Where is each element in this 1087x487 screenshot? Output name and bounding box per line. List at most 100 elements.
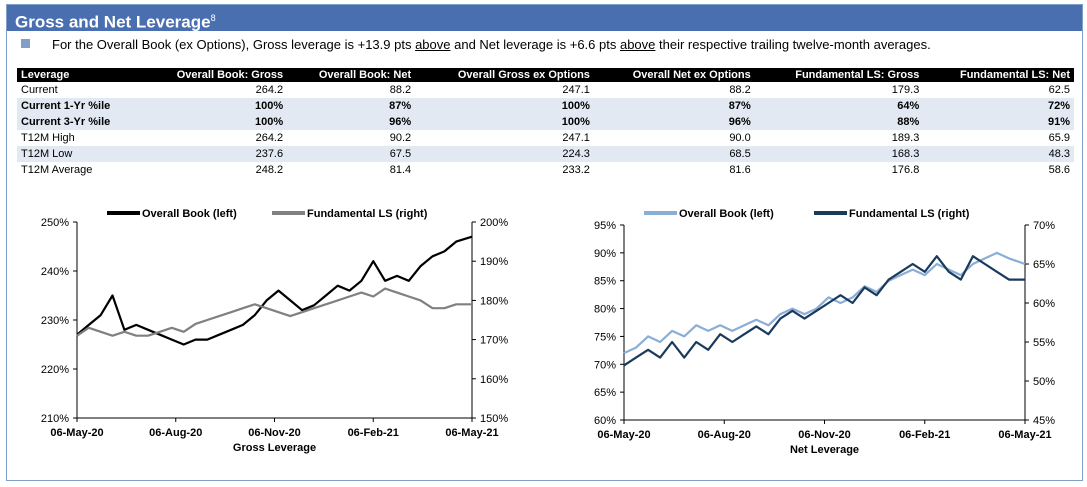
y-tick-label-right: 70%	[1033, 220, 1055, 232]
table-cell: 237.6	[141, 146, 288, 162]
x-tick-label: 06-Feb-21	[899, 429, 950, 441]
table-cell: 87%	[593, 98, 755, 114]
y-tick-label-left: 220%	[41, 364, 69, 376]
y-tick-label-right: 190%	[480, 256, 508, 268]
table-cell: 176.8	[891, 164, 920, 176]
y-tick-label-right: 50%	[1033, 376, 1055, 388]
table-cell: 100%	[415, 114, 594, 130]
summary-text-1: For the Overall Book (ex Options), Gross…	[52, 37, 416, 52]
y-tick-label-left: 230%	[41, 315, 69, 327]
x-axis-label: Gross Leverage	[233, 442, 316, 454]
leverage-table: Leverage Overall Book: Gross Overall Boo…	[17, 68, 1074, 178]
table-cell: 90.2	[389, 132, 412, 144]
table-cell: 168.3	[754, 146, 924, 162]
col-header: Fundamental LS: Net	[923, 68, 1074, 82]
bullet-square-icon	[21, 39, 30, 48]
summary-underline-1: above	[415, 37, 451, 52]
table-row: T12M High 264.2 90.2 247.1 90.0 189.3 65.9	[17, 130, 1074, 146]
table-row: Current 1-Yr %ile 100% 87% 100% 87% 64% 72%	[17, 98, 1074, 114]
col-header: Overall Book: Gross	[141, 68, 288, 82]
x-tick-label: 06-Nov-20	[798, 429, 851, 441]
y-tick-label-right: 170%	[480, 335, 508, 347]
x-tick-label: 06-May-21	[998, 429, 1051, 441]
table-cell: 179.3	[891, 84, 920, 96]
x-tick-label: 06-Aug-20	[698, 429, 751, 441]
table-cell: 100%	[141, 98, 288, 114]
table-cell: 81.6	[729, 164, 751, 176]
panel-title: Gross and Net Leverage8	[7, 5, 1082, 32]
table-cell: 233.2	[562, 164, 590, 176]
y-tick-label-right: 200%	[480, 217, 508, 229]
y-tick-label-left: 60%	[594, 415, 616, 427]
legend-label: Overall Book (left)	[679, 208, 774, 220]
col-header: Fundamental LS: Gross	[754, 68, 924, 82]
table-cell: 62.5	[1048, 84, 1070, 96]
series-line	[76, 235, 473, 346]
table-cell: 224.3	[415, 146, 594, 162]
col-header: Overall Gross ex Options	[415, 68, 594, 82]
table-row: T12M Average 248.2 81.4 233.2 81.6 176.8 58.6	[17, 162, 1074, 178]
summary-underline-2: above	[619, 37, 656, 52]
summary-bullet: For the Overall Book (ex Options), Gross…	[21, 37, 931, 52]
row-label: T12M Low	[17, 146, 142, 162]
table-cell: 48.3	[923, 146, 1074, 162]
series-line	[623, 255, 1025, 367]
series-line	[76, 287, 472, 337]
y-tick-label-left: 95%	[594, 220, 616, 232]
legend-label: Fundamental LS (right)	[307, 208, 428, 220]
y-tick-label-right: 180%	[480, 295, 508, 307]
table-cell: 100%	[141, 114, 288, 130]
y-tick-label-right: 55%	[1033, 337, 1055, 349]
table-cell: 264.2	[255, 132, 284, 144]
table-cell: 247.1	[562, 132, 590, 144]
table-cell: 248.2	[255, 164, 284, 176]
row-label: Current 1-Yr %ile	[17, 98, 142, 114]
legend-label: Overall Book (left)	[142, 208, 237, 220]
table-cell: 58.6	[1048, 164, 1070, 176]
table-cell: 189.3	[891, 132, 920, 144]
row-label: Current 3-Yr %ile	[17, 114, 142, 130]
row-label: Current	[21, 84, 58, 96]
table-cell: 88.2	[729, 84, 751, 96]
legend-label: Fundamental LS (right)	[849, 208, 970, 220]
y-tick-label-left: 250%	[41, 217, 69, 229]
row-label: T12M High	[21, 132, 75, 144]
col-header: Overall Book: Net	[287, 68, 416, 82]
table-row: Current 3-Yr %ile 100% 96% 100% 96% 88% 91%	[17, 114, 1074, 130]
table-cell: 264.2	[255, 84, 284, 96]
x-tick-label: 06-May-20	[597, 429, 650, 441]
table-cell: 67.5	[287, 146, 416, 162]
series-line	[623, 251, 1026, 355]
table-cell: 88%	[754, 114, 924, 130]
table-cell: 72%	[923, 98, 1074, 114]
y-tick-label-right: 160%	[480, 374, 508, 386]
y-tick-label-left: 70%	[594, 359, 616, 371]
gross-leverage-chart: 210% 220% 230% 240% 250% 150% 160% 170% 180% 190%…	[41, 208, 508, 454]
table-cell: 64%	[754, 98, 924, 114]
summary-text-2: and Net leverage is +6.6 pts	[450, 37, 620, 52]
table-cell: 90.0	[729, 132, 751, 144]
table-cell: 91%	[923, 114, 1074, 130]
table-row: Current 264.2 88.2 247.1 88.2 179.3 62.5	[17, 82, 1074, 98]
col-header: Leverage	[17, 68, 142, 82]
table-cell: 88.2	[389, 84, 412, 96]
table-cell: 81.4	[389, 164, 412, 176]
y-tick-label-left: 80%	[594, 304, 616, 316]
summary-text-3: their respective trailing twelve-month a…	[655, 37, 931, 52]
row-label: T12M Average	[21, 164, 93, 176]
table-cell: 96%	[593, 114, 755, 130]
leverage-panel: Gross and Net Leverage8 For the Overall …	[6, 4, 1083, 481]
y-tick-label-left: 65%	[594, 387, 616, 399]
title-text: Gross and Net Leverage	[15, 12, 211, 32]
y-tick-label-left: 240%	[41, 266, 69, 278]
table-cell: 87%	[287, 98, 416, 114]
table-cell: 68.5	[593, 146, 755, 162]
y-tick-label-left: 210%	[41, 413, 69, 425]
table-cell: 100%	[415, 98, 594, 114]
y-tick-label-left: 85%	[594, 276, 616, 288]
y-tick-label-left: 75%	[594, 331, 616, 343]
x-axis-label: Net Leverage	[790, 444, 859, 456]
table-cell: 96%	[287, 114, 416, 130]
table-cell: 247.1	[562, 84, 590, 96]
table-cell: 65.9	[1048, 132, 1070, 144]
